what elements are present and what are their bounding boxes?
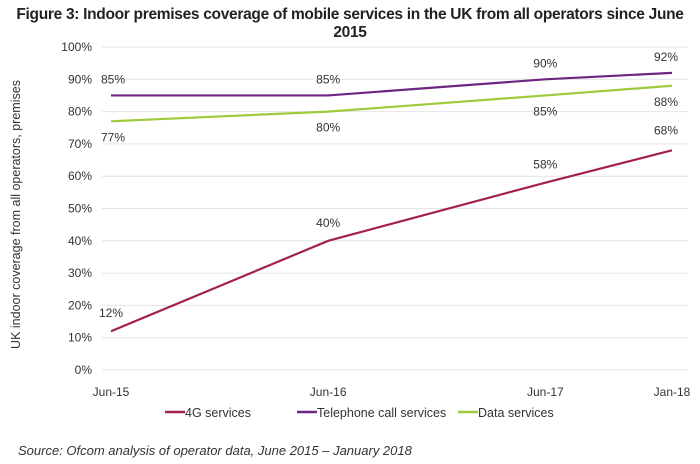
y-tick-label: 0%: [75, 363, 93, 377]
y-tick-label: 50%: [68, 202, 92, 216]
chart-title: Figure 3: Indoor premises coverage of mo…: [16, 6, 684, 41]
data-label: 77%: [101, 130, 125, 144]
y-tick-label: 90%: [68, 72, 92, 86]
y-axis-label: UK indoor coverage from all operators, p…: [9, 80, 23, 349]
data-label: 80%: [316, 121, 340, 135]
data-label: 90%: [533, 56, 557, 70]
legend-label: 4G services: [185, 406, 251, 420]
data-label: 92%: [654, 50, 678, 64]
line-chart: 0% 10% 20% 30% 40% 50% 60% 70% 80% 90% 100% Jun-15 J…: [9, 40, 691, 420]
y-tick-label: 10%: [68, 331, 92, 345]
y-tick-label: 40%: [68, 234, 92, 248]
data-label: 85%: [316, 72, 340, 86]
data-label: 68%: [654, 123, 678, 137]
y-tick-label: 100%: [61, 40, 92, 54]
x-tick-label: Jun-16: [310, 385, 347, 399]
data-label: 85%: [101, 72, 125, 86]
series-line-1: [111, 71, 673, 97]
data-label: 40%: [316, 216, 340, 230]
series-line-0: [110, 149, 673, 333]
data-label: 88%: [654, 95, 678, 109]
x-tick-label: Jun-17: [527, 385, 564, 399]
legend-label: Data services: [478, 406, 554, 420]
legend-label: Telephone call services: [317, 406, 446, 420]
data-label: 12%: [99, 306, 123, 320]
y-tick-label: 80%: [68, 105, 92, 119]
y-tick-label: 30%: [68, 266, 92, 280]
series-line-2: [110, 84, 673, 123]
data-label: 85%: [533, 104, 557, 118]
y-tick-label: 70%: [68, 137, 92, 151]
x-tick-label: Jan-18: [654, 385, 691, 399]
y-tick-label: 60%: [68, 169, 92, 183]
source-note: Source: Ofcom analysis of operator data,…: [18, 443, 412, 458]
x-tick-label: Jun-15: [93, 385, 130, 399]
data-label: 58%: [533, 158, 557, 172]
y-tick-label: 20%: [68, 298, 92, 312]
